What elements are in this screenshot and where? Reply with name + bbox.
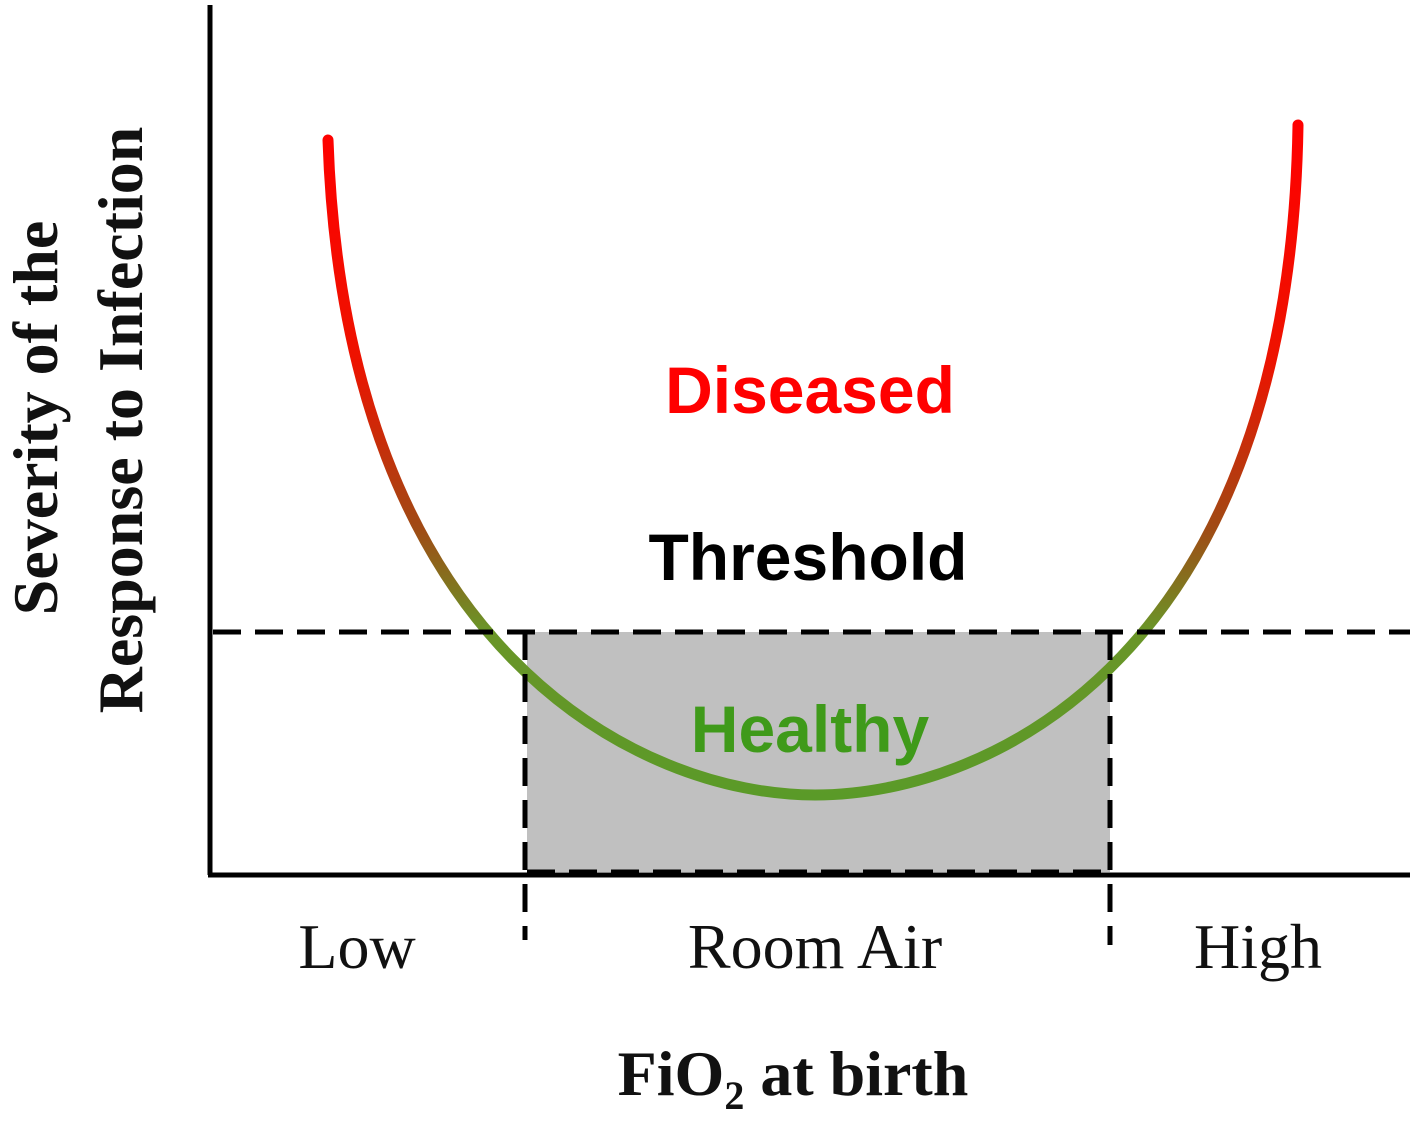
y-axis-title-line2: Response to Infection: [85, 127, 156, 714]
healthy-label: Healthy: [691, 692, 930, 766]
y-axis-title-line1: Severity of the: [0, 221, 71, 616]
diseased-label: Diseased: [665, 353, 955, 427]
y-axis-title: Severity of the Response to Infection: [0, 127, 156, 714]
x-axis-title-main: FiO: [618, 1038, 725, 1109]
x-category-high: High: [1194, 911, 1322, 982]
threshold-label: Threshold: [648, 520, 967, 594]
x-axis-title: FiO2 at birth: [618, 1038, 969, 1118]
x-axis-title-rest: at birth: [744, 1038, 968, 1109]
x-category-low: Low: [298, 911, 415, 982]
x-axis-title-subscript: 2: [724, 1073, 744, 1118]
x-category-room-air: Room Air: [688, 911, 942, 982]
